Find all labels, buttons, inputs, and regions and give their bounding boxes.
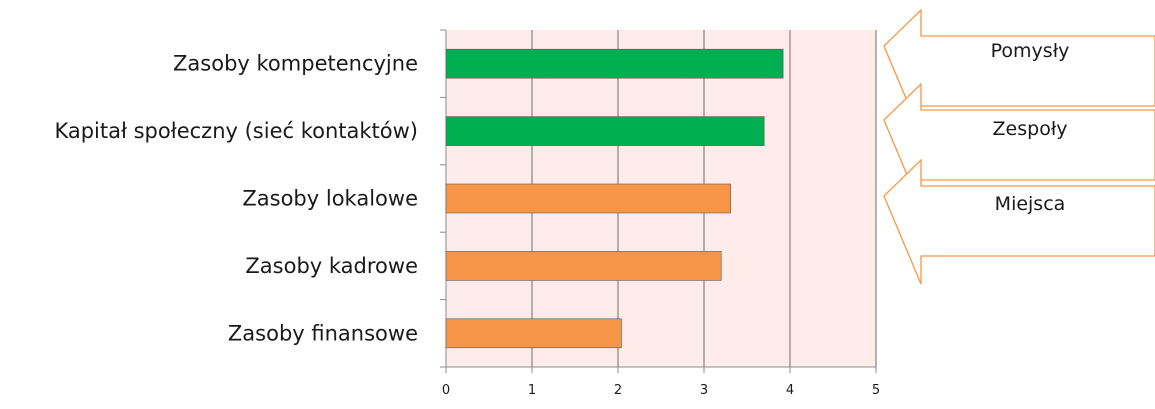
bar — [445, 318, 622, 349]
category-label: Zasoby kompetencyjne — [173, 52, 418, 76]
category-label: Zasoby finansowe — [228, 321, 418, 345]
arrow-callouts: Pomysły Zespoły Miejsca — [883, 8, 1155, 285]
x-tick-label: 2 — [614, 383, 622, 398]
bar — [445, 116, 765, 146]
x-tick-label: 3 — [700, 383, 708, 398]
x-tick-label: 0 — [442, 383, 450, 398]
category-label: Zasoby kadrowe — [245, 254, 418, 278]
bar — [445, 251, 722, 281]
arrow-callout — [883, 158, 1155, 285]
x-tick-label: 5 — [872, 383, 880, 398]
category-label: Zasoby lokalowe — [242, 187, 418, 211]
bar — [445, 183, 731, 214]
arrow-label: Pomysły — [991, 40, 1070, 62]
arrow-label: Miejsca — [995, 193, 1066, 215]
x-tick-label: 1 — [528, 383, 536, 398]
x-tick-label: 4 — [786, 383, 794, 398]
bar — [445, 48, 784, 79]
category-label: Kapitał społeczny (sieć kontaktów) — [54, 119, 418, 143]
arrow-label: Zespoły — [993, 118, 1068, 140]
plot-area: 0 1 2 3 4 5 Zasoby kompetencyjne Kapitał społec… — [54, 29, 880, 398]
